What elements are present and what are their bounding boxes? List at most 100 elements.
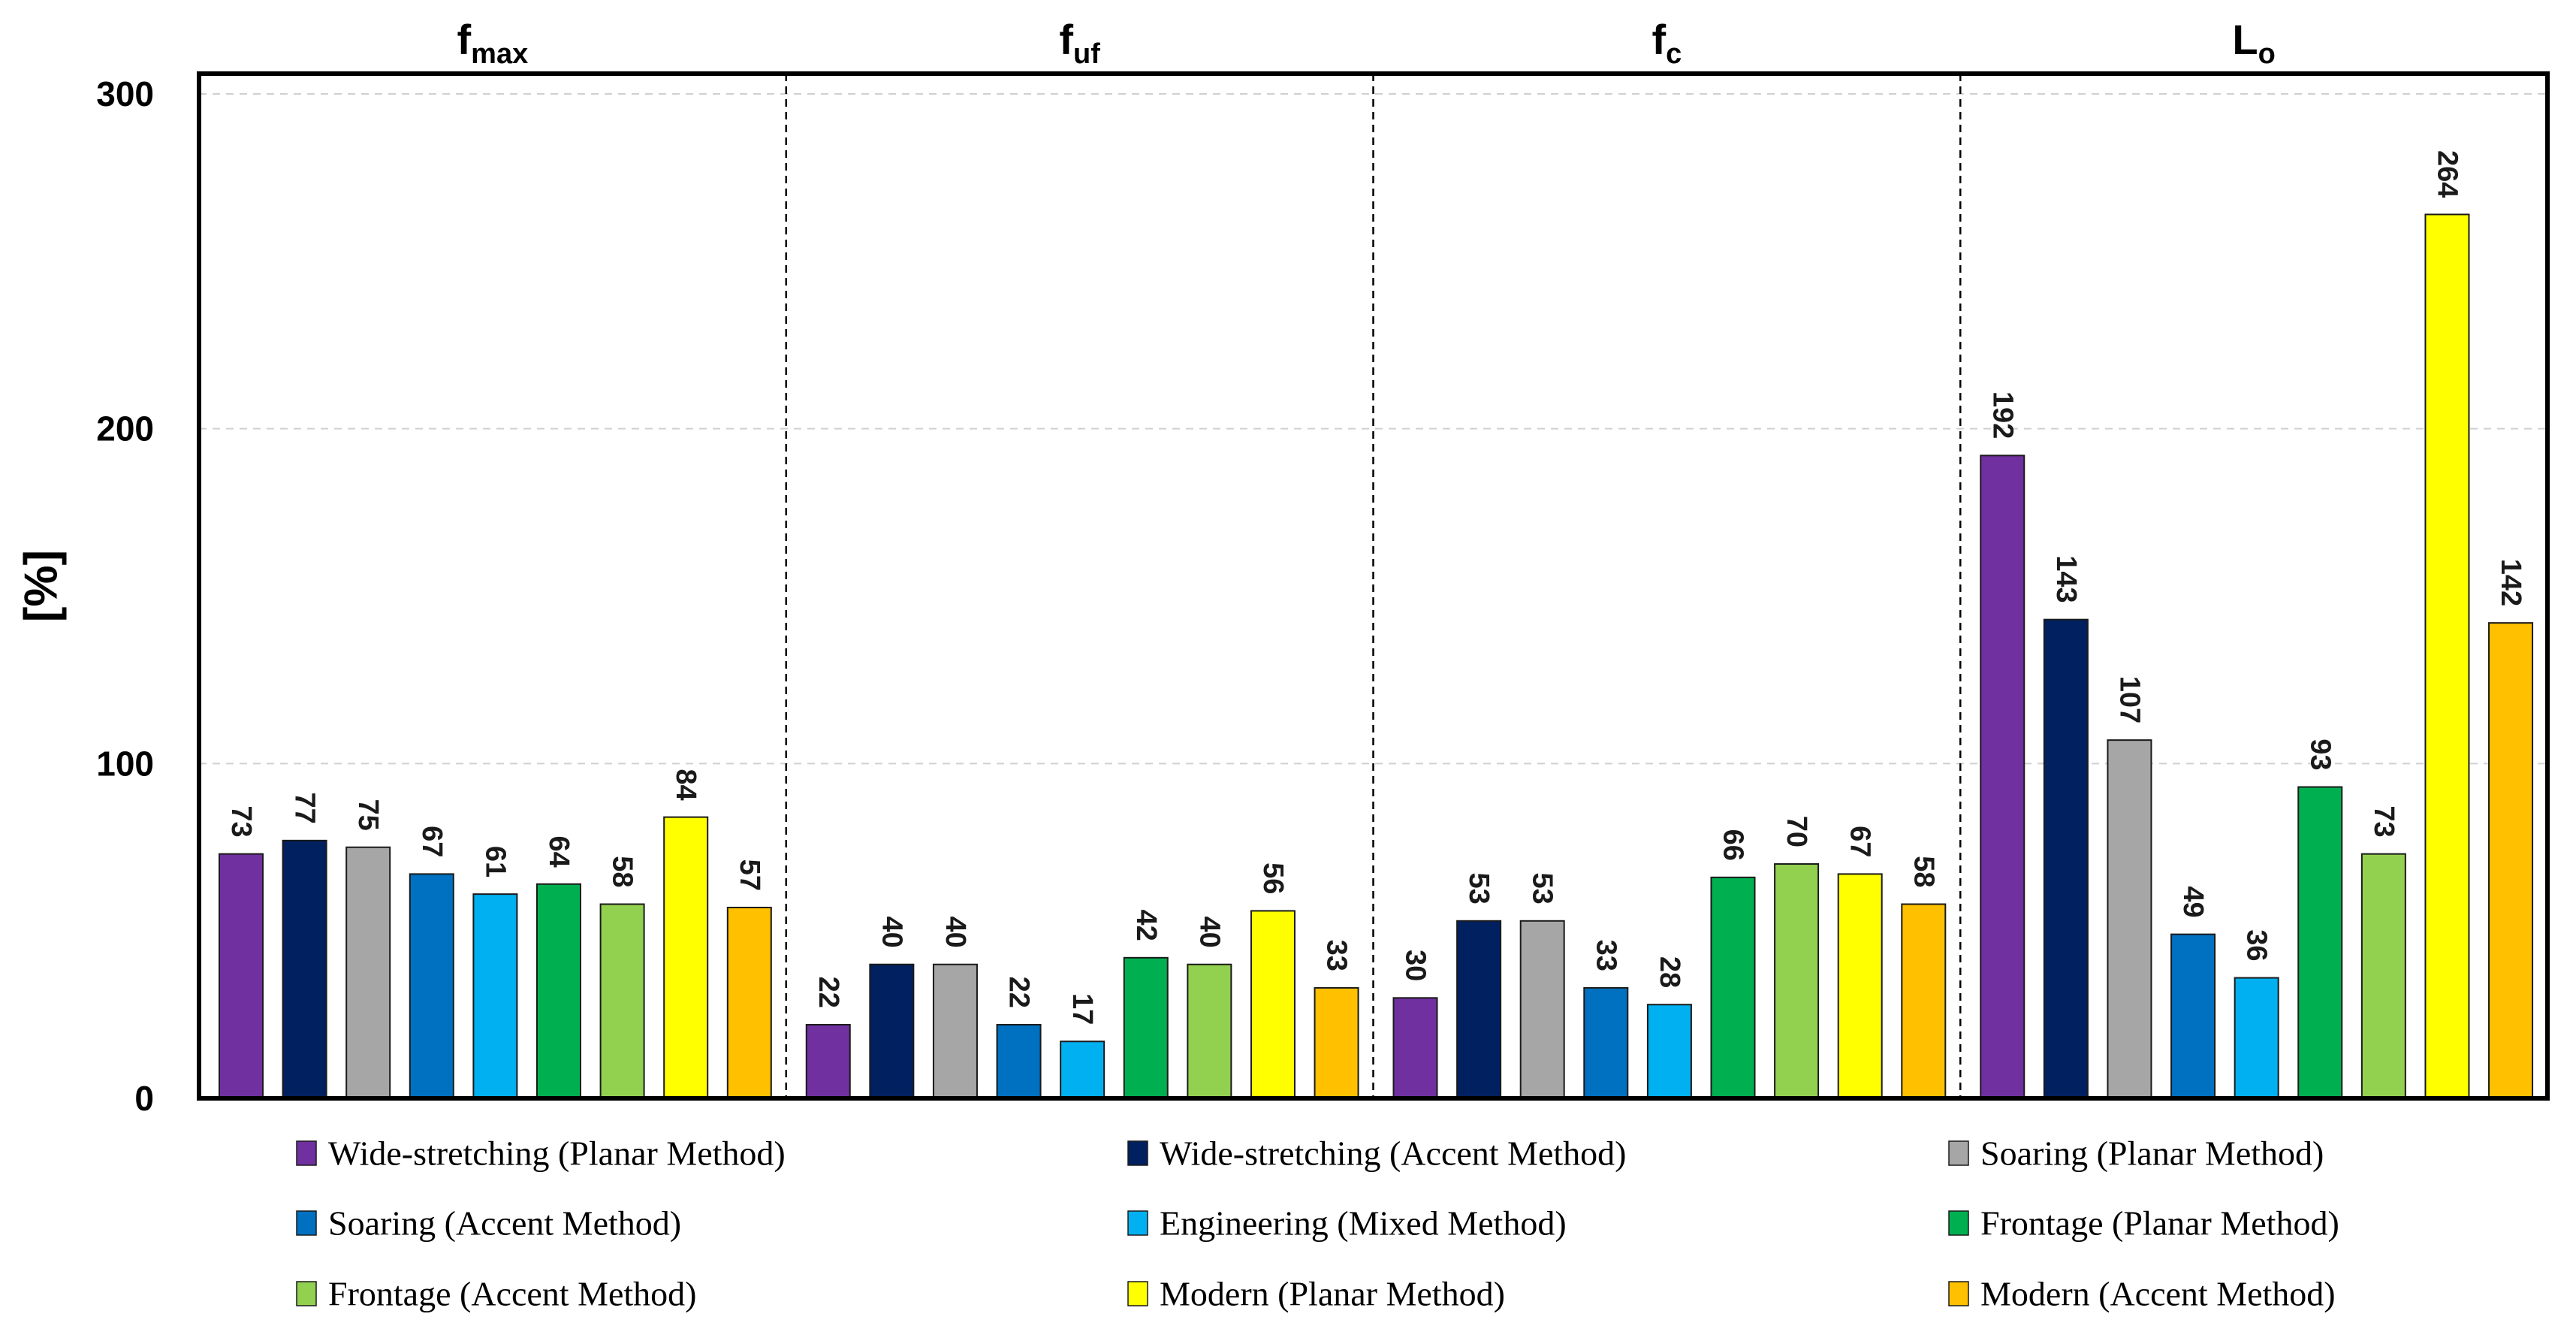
bar bbox=[1187, 963, 1232, 1099]
bar bbox=[1583, 986, 1629, 1100]
data-label: 67 bbox=[416, 826, 448, 857]
legend-swatch bbox=[1948, 1281, 1969, 1306]
legend-swatch bbox=[296, 1140, 317, 1166]
data-label: 22 bbox=[813, 977, 844, 1008]
bar bbox=[805, 1023, 851, 1100]
data-label: 77 bbox=[289, 793, 321, 824]
bar bbox=[1456, 920, 1502, 1099]
legend-label: Frontage (Planar Method) bbox=[1980, 1204, 2339, 1243]
data-label: 17 bbox=[1066, 993, 1098, 1025]
data-label: 61 bbox=[479, 846, 511, 877]
y-tick-label: 300 bbox=[96, 74, 154, 113]
data-label: 142 bbox=[2495, 559, 2526, 606]
group-label: fuf bbox=[1059, 16, 1100, 70]
data-label: 192 bbox=[1986, 391, 2018, 439]
data-label: 40 bbox=[876, 916, 907, 947]
data-label: 22 bbox=[1003, 977, 1035, 1008]
bar bbox=[726, 906, 772, 1099]
bar bbox=[1060, 1041, 1106, 1100]
legend-label: Soaring (Accent Method) bbox=[328, 1204, 681, 1243]
data-label: 73 bbox=[225, 805, 257, 837]
bar bbox=[2297, 786, 2343, 1100]
data-label: 36 bbox=[2241, 929, 2273, 961]
group-label-main: f bbox=[1651, 16, 1666, 63]
data-label: 57 bbox=[734, 859, 765, 891]
bar bbox=[2234, 977, 2279, 1100]
legend-swatch bbox=[1127, 1140, 1148, 1166]
legend-label: Frontage (Accent Method) bbox=[328, 1275, 697, 1313]
bar bbox=[663, 816, 709, 1099]
y-tick-label: 200 bbox=[96, 409, 154, 449]
data-label: 42 bbox=[1130, 910, 1162, 941]
bar bbox=[2360, 853, 2406, 1099]
bar bbox=[1837, 873, 1883, 1099]
data-label: 75 bbox=[352, 799, 384, 830]
data-label: 53 bbox=[1463, 873, 1495, 905]
bar bbox=[2170, 933, 2216, 1099]
data-label: 70 bbox=[1781, 816, 1812, 847]
bar bbox=[2488, 622, 2534, 1099]
group-label-main: L bbox=[2232, 16, 2258, 63]
bar bbox=[2424, 213, 2470, 1100]
bar bbox=[599, 903, 645, 1099]
bar bbox=[1250, 910, 1296, 1099]
data-label: 49 bbox=[2177, 886, 2209, 917]
bar bbox=[536, 883, 581, 1099]
data-label: 33 bbox=[1321, 940, 1353, 971]
bar bbox=[1123, 956, 1169, 1099]
data-label: 40 bbox=[940, 916, 971, 947]
data-label: 53 bbox=[1527, 873, 1558, 905]
group-label: fmax bbox=[457, 16, 529, 70]
data-label: 58 bbox=[607, 856, 638, 887]
data-label: 28 bbox=[1654, 956, 1685, 988]
bar bbox=[932, 963, 978, 1099]
group-label-subscript: o bbox=[2258, 38, 2276, 70]
bar bbox=[1314, 986, 1359, 1100]
y-tick-label: 100 bbox=[96, 744, 154, 783]
data-label: 40 bbox=[1193, 916, 1225, 947]
bar bbox=[219, 853, 264, 1099]
legend-swatch bbox=[296, 1281, 317, 1306]
legend-label: Wide-stretching (Accent Method) bbox=[1160, 1134, 1626, 1173]
data-label: 93 bbox=[2304, 738, 2336, 770]
data-label: 30 bbox=[1400, 950, 1431, 981]
group-label-subscript: uf bbox=[1073, 38, 1100, 70]
legend-label: Soaring (Planar Method) bbox=[1980, 1134, 2324, 1173]
y-axis-title: [%] bbox=[16, 550, 68, 622]
legend-label: Modern (Accent Method) bbox=[1980, 1275, 2336, 1313]
bar bbox=[282, 839, 327, 1099]
bar bbox=[1980, 455, 2026, 1099]
legend-label: Wide-stretching (Planar Method) bbox=[328, 1134, 786, 1173]
group-label-main: f bbox=[457, 16, 472, 63]
data-label: 67 bbox=[1845, 826, 1876, 857]
legend-swatch bbox=[296, 1210, 317, 1236]
legend-swatch bbox=[1948, 1210, 1969, 1236]
group-label-main: f bbox=[1059, 16, 1073, 63]
legend-swatch bbox=[1127, 1281, 1148, 1306]
data-label: 58 bbox=[1908, 856, 1939, 887]
bar bbox=[2043, 618, 2089, 1099]
bar bbox=[1901, 903, 1947, 1099]
bar bbox=[1392, 997, 1438, 1100]
y-tick-label: 0 bbox=[134, 1079, 154, 1118]
group-label-subscript: c bbox=[1666, 38, 1682, 70]
data-label: 107 bbox=[2113, 676, 2145, 723]
data-label: 64 bbox=[543, 835, 575, 867]
bar bbox=[345, 846, 391, 1099]
bar bbox=[1646, 1004, 1692, 1100]
bar bbox=[869, 963, 915, 1099]
bar bbox=[1519, 920, 1565, 1099]
legend-label: Modern (Planar Method) bbox=[1160, 1275, 1505, 1313]
legend-label: Engineering (Mixed Method) bbox=[1160, 1204, 1567, 1243]
data-label: 84 bbox=[670, 769, 701, 800]
group-label: Lo bbox=[2232, 16, 2275, 70]
legend-swatch bbox=[1127, 1210, 1148, 1236]
bar bbox=[2107, 739, 2152, 1099]
legend-swatch bbox=[1948, 1140, 1969, 1166]
bar bbox=[1774, 863, 1820, 1099]
data-label: 143 bbox=[2050, 555, 2082, 603]
data-label: 56 bbox=[1257, 862, 1289, 894]
plot-frame bbox=[197, 71, 2550, 1101]
